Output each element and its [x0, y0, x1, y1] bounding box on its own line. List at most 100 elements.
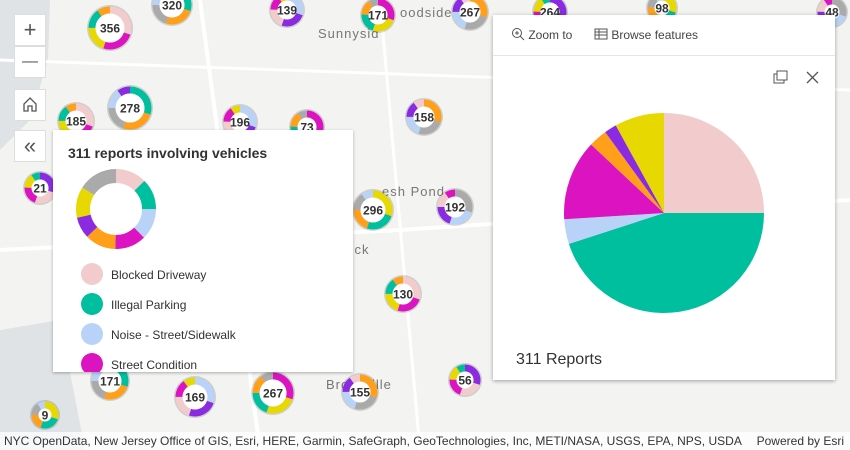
- cluster-center: [349, 381, 371, 403]
- cluster-ring-segment: [449, 364, 481, 396]
- cluster-center: [95, 13, 125, 43]
- cluster-ring-segment: [406, 99, 442, 135]
- popup: Zoom to Browse features 311 Reports: [493, 15, 835, 380]
- powered-by[interactable]: Powered by Esri: [756, 434, 844, 448]
- cluster[interactable]: [151, 0, 193, 26]
- cluster-ring-segment: [270, 0, 304, 27]
- cluster-ring-segment: [175, 377, 215, 417]
- cluster-count: 155: [350, 386, 370, 400]
- cluster-count: 320: [162, 0, 182, 13]
- cluster-center: [392, 283, 414, 305]
- cluster-ring-segment: [270, 0, 304, 27]
- cluster-ring-segment: [290, 110, 324, 144]
- legend-swatch: [81, 353, 103, 372]
- legend-title: 311 reports involving vehicles: [68, 145, 268, 161]
- cluster-ring-segment: [385, 276, 421, 312]
- cluster-ring-segment: [361, 0, 395, 32]
- cluster[interactable]: [448, 363, 482, 397]
- cluster[interactable]: [436, 188, 474, 226]
- cluster[interactable]: [341, 373, 379, 411]
- cluster-ring-segment: [252, 372, 294, 414]
- cluster-ring-segment: [452, 0, 488, 30]
- cluster-center: [115, 93, 145, 123]
- cluster[interactable]: [87, 5, 133, 51]
- zoom-out-button[interactable]: —: [14, 46, 46, 78]
- cluster[interactable]: [352, 189, 394, 231]
- cluster-count: 278: [120, 102, 140, 116]
- attribution-bar: NYC OpenData, New Jersey Office of GIS, …: [0, 432, 850, 450]
- cluster-ring-segment: [817, 0, 847, 27]
- cluster[interactable]: [107, 85, 153, 131]
- cluster-ring-segment: [437, 189, 473, 225]
- divider: [493, 55, 835, 56]
- cluster-center: [38, 408, 52, 422]
- cluster-center: [360, 197, 386, 223]
- cluster-ring-segment: [385, 276, 421, 312]
- cluster-count: 185: [66, 115, 86, 129]
- cluster-ring-segment: [88, 6, 132, 50]
- cluster-ring-segment: [385, 276, 421, 312]
- pie-slice: [564, 144, 664, 220]
- cluster[interactable]: [23, 171, 57, 205]
- cluster-count: 356: [100, 22, 120, 36]
- cluster-ring-segment: [175, 377, 215, 417]
- cluster-ring-segment: [342, 374, 378, 410]
- cluster-count: 296: [363, 204, 383, 218]
- pie-slice: [568, 213, 764, 313]
- cluster-ring-segment: [647, 0, 677, 23]
- zoom-in-button[interactable]: +: [14, 14, 46, 46]
- zoom-to-action[interactable]: Zoom to: [511, 27, 572, 42]
- cluster-ring-segment: [406, 99, 442, 135]
- cluster-center: [230, 112, 250, 132]
- cluster[interactable]: [269, 0, 305, 28]
- cluster-center: [159, 0, 185, 18]
- cluster-ring-segment: [24, 172, 56, 204]
- cluster-ring-segment: [223, 105, 257, 139]
- cluster-ring-segment: [252, 372, 294, 414]
- action-label: Browse features: [611, 28, 699, 42]
- cluster-ring-segment: [24, 172, 56, 204]
- cluster[interactable]: [30, 400, 60, 430]
- cluster-ring-segment: [342, 374, 378, 410]
- cluster[interactable]: [360, 0, 396, 33]
- browse-features-action[interactable]: Browse features: [594, 27, 698, 42]
- cluster[interactable]: [174, 376, 216, 418]
- cluster-ring-segment: [88, 6, 132, 50]
- cluster-ring-segment: [361, 0, 395, 32]
- cluster-count: 9: [42, 409, 49, 423]
- cluster-center: [459, 1, 481, 23]
- cluster-ring-segment: [175, 377, 215, 417]
- cluster-count: 130: [393, 288, 413, 302]
- cluster[interactable]: [451, 0, 489, 31]
- collapse-button[interactable]: «: [14, 130, 46, 162]
- pie-slice: [591, 132, 664, 213]
- cluster-ring-segment: [108, 86, 152, 130]
- legend-swatch: [81, 323, 103, 345]
- cluster-ring-segment: [353, 190, 393, 230]
- cluster-count: 267: [460, 6, 480, 20]
- cluster-ring-segment: [290, 110, 324, 144]
- cluster-ring-segment: [58, 103, 94, 139]
- cluster-center: [98, 369, 122, 393]
- cluster-ring-segment: [452, 0, 488, 30]
- home-button[interactable]: [14, 89, 46, 121]
- place-label: Sunnysid: [318, 26, 379, 41]
- cluster-ring-segment: [342, 374, 378, 410]
- popup-controls[interactable]: [771, 69, 831, 89]
- cluster-center: [277, 0, 297, 20]
- place-label: Bro: [326, 377, 349, 392]
- cluster[interactable]: [405, 98, 443, 136]
- cluster-ring-segment: [270, 0, 304, 27]
- cluster-ring-segment: [91, 362, 129, 400]
- cluster[interactable]: [384, 275, 422, 313]
- cluster-count: 171: [100, 375, 120, 389]
- cluster-center: [182, 384, 208, 410]
- attribution-text: NYC OpenData, New Jersey Office of GIS, …: [4, 434, 742, 448]
- pie-slice: [664, 113, 764, 213]
- cluster-ring-segment: [533, 0, 567, 29]
- cluster-ring-segment: [533, 0, 567, 29]
- cluster[interactable]: [251, 371, 295, 415]
- cluster-ring-segment: [437, 189, 473, 225]
